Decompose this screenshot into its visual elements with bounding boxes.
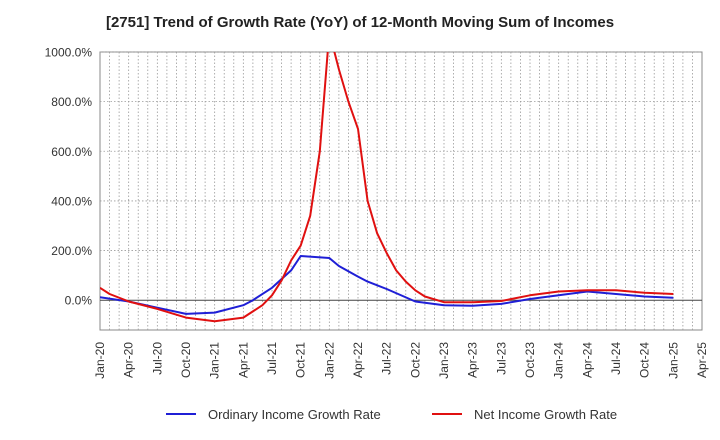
x-tick-label: Apr-23 (466, 342, 480, 378)
y-tick-label: 600.0% (51, 145, 92, 159)
x-tick-label: Oct-21 (294, 342, 308, 378)
x-tick-label: Jan-24 (552, 342, 566, 379)
series-line-ordinary-income (100, 255, 674, 315)
x-tick-label: Apr-20 (122, 342, 136, 378)
x-tick-label: Jan-22 (322, 342, 336, 379)
x-tick-label: Jul-20 (150, 342, 164, 375)
y-tick-label: 400.0% (51, 194, 92, 208)
x-tick-label: Apr-21 (236, 342, 250, 378)
x-tick-label: Jan-23 (437, 342, 451, 379)
x-tick-label: Jul-22 (380, 342, 394, 375)
x-tick-label: Oct-22 (408, 342, 422, 378)
y-tick-label: 0.0% (65, 294, 93, 308)
x-tick-label: Apr-25 (695, 342, 709, 378)
legend-label: Net Income Growth Rate (474, 407, 617, 422)
chart-title: [2751] Trend of Growth Rate (YoY) of 12-… (105, 14, 615, 31)
x-tick-label: Oct-23 (523, 342, 537, 378)
y-tick-label: 1000.0% (45, 46, 93, 60)
legend-label: Ordinary Income Growth Rate (208, 407, 381, 422)
x-tick-label: Apr-24 (580, 342, 594, 378)
x-tick-label: Jan-21 (208, 342, 222, 379)
x-tick-label: Jan-25 (666, 342, 680, 379)
x-tick-label: Oct-20 (179, 342, 193, 378)
y-tick-label: 800.0% (51, 95, 92, 109)
y-tick-label: 200.0% (51, 244, 92, 258)
x-tick-label: Oct-24 (638, 342, 652, 378)
x-tick-label: Jan-20 (93, 342, 107, 379)
plot-area (99, 51, 703, 331)
x-tick-label: Apr-22 (351, 342, 365, 378)
x-tick-label: Jul-24 (609, 342, 623, 375)
series-line-net-income (100, 52, 674, 323)
x-tick-label: Jul-23 (494, 342, 508, 375)
x-tick-label: Jul-21 (265, 342, 279, 375)
